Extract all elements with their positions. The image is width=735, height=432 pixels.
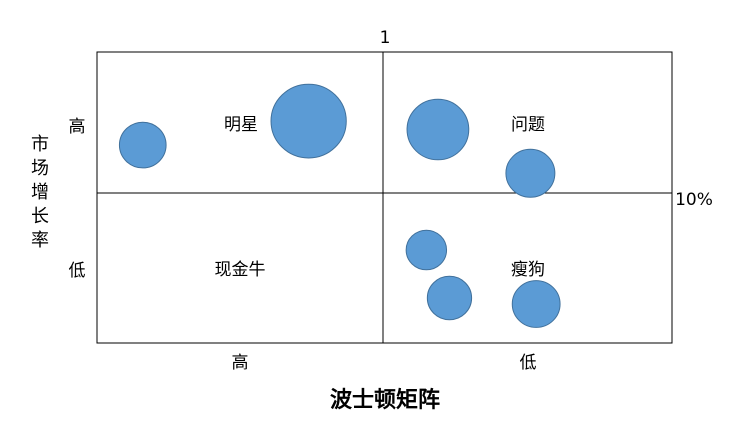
y-axis-label-char: 长 — [31, 206, 49, 227]
x-tick-high: 高 — [232, 353, 249, 373]
x-tick-low: 低 — [520, 353, 537, 373]
x-divider-label: 1 — [380, 28, 391, 48]
chart-title: 波士顿矩阵 — [330, 387, 440, 413]
matrix-frame — [96, 51, 673, 344]
y-axis-label-char: 场 — [31, 158, 49, 179]
bubble-top-right-2 — [406, 98, 470, 161]
y-divider-label: 10% — [675, 190, 713, 210]
y-axis-label-char: 增 — [31, 182, 49, 203]
quadrant-label-dogs: 瘦狗 — [511, 260, 545, 280]
y-axis-label: 市场增长率 — [31, 134, 49, 251]
quadrant-label-stars: 明星 — [224, 115, 258, 135]
bubble-bottom-right-6 — [511, 280, 561, 328]
y-tick-high: 高 — [69, 117, 86, 137]
quadrant-label-question-marks: 问题 — [511, 115, 545, 135]
bubble-bottom-right-5 — [426, 275, 473, 321]
bubble-top-left-0 — [118, 121, 167, 169]
y-axis-label-char: 率 — [31, 230, 49, 251]
quadrant-label-cash-cows: 现金牛 — [215, 260, 266, 280]
bubble-layer — [118, 83, 561, 328]
bubble-bottom-right-4 — [405, 229, 448, 271]
y-axis-label-char: 市 — [31, 134, 49, 155]
bubble-top-left-1 — [270, 83, 347, 159]
bubble-top-right-3 — [505, 148, 556, 198]
y-tick-low: 低 — [69, 261, 86, 281]
